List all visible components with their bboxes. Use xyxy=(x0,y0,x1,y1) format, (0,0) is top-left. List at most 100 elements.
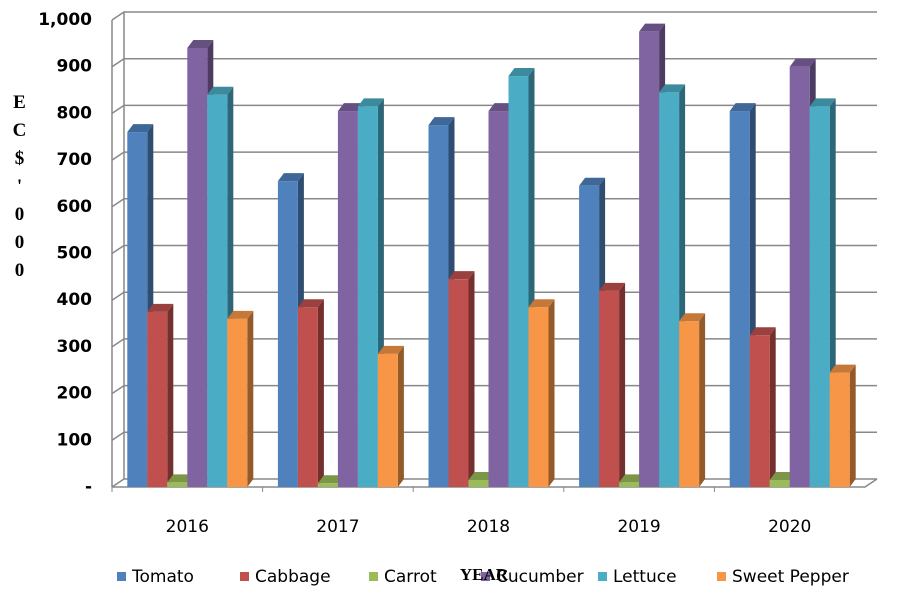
bar-top xyxy=(277,173,304,182)
legend-swatch xyxy=(369,572,378,581)
y-tick-label: 600 xyxy=(57,197,93,217)
bar-top xyxy=(508,68,535,77)
bar xyxy=(599,290,620,487)
bar xyxy=(187,48,208,488)
bar xyxy=(317,483,338,487)
grid-line xyxy=(111,57,877,68)
bar-top xyxy=(147,303,174,312)
bar xyxy=(749,335,770,487)
y-tick-label: 900 xyxy=(57,57,93,77)
bar-top xyxy=(659,84,686,93)
bar xyxy=(528,307,549,487)
y-tick-label: 300 xyxy=(57,337,93,357)
bar-top xyxy=(377,345,404,354)
legend-swatch xyxy=(717,572,726,581)
bar-top xyxy=(488,103,515,112)
y-tick-label: 200 xyxy=(57,384,93,404)
bar xyxy=(488,111,509,487)
bar-top xyxy=(187,40,214,49)
bar xyxy=(508,76,529,487)
bar-top xyxy=(167,474,194,483)
bar xyxy=(428,125,449,487)
bar-top xyxy=(599,282,626,291)
bar xyxy=(619,482,640,487)
legend-swatch xyxy=(240,572,249,581)
bar xyxy=(147,311,168,487)
bar xyxy=(377,353,398,487)
bar xyxy=(337,111,358,487)
bar-side xyxy=(769,327,776,487)
legend-swatch xyxy=(117,572,126,581)
y-tick-label: 400 xyxy=(57,290,93,310)
legend-label: Lettuce xyxy=(613,567,677,587)
bar xyxy=(659,92,680,487)
bar-top xyxy=(789,58,816,67)
legend-swatch xyxy=(481,572,490,581)
legend-label: Cucumber xyxy=(496,567,584,587)
bar-top xyxy=(729,103,756,112)
bar xyxy=(277,181,298,488)
bar-top xyxy=(337,103,364,112)
bar-side xyxy=(317,299,324,487)
y-tick-label: 700 xyxy=(57,150,93,170)
bar-side xyxy=(849,364,856,487)
y-tick-label: 500 xyxy=(57,244,93,264)
bar-side xyxy=(468,271,475,487)
legend-label: Carrot xyxy=(384,567,437,587)
bar xyxy=(227,318,248,487)
bar xyxy=(639,31,660,488)
bar-top xyxy=(207,86,234,95)
bar-top xyxy=(127,124,154,133)
bar-top xyxy=(448,271,475,280)
bar xyxy=(809,106,830,488)
bar-top xyxy=(579,177,606,186)
bar-side xyxy=(619,282,626,487)
legend-label: Tomato xyxy=(131,567,194,587)
bar-top xyxy=(428,117,455,126)
bar xyxy=(579,185,600,487)
y-tick-label: 100 xyxy=(57,430,93,450)
bar-top xyxy=(357,98,384,107)
y-tick-label: 800 xyxy=(57,103,93,123)
bar-top xyxy=(297,299,324,308)
bar xyxy=(679,321,700,487)
bar xyxy=(297,307,318,487)
bar-top xyxy=(679,313,706,322)
bar-top xyxy=(769,471,796,480)
bar xyxy=(829,372,850,487)
bar-top xyxy=(809,98,836,107)
bar xyxy=(167,482,188,487)
legend-swatch xyxy=(598,572,607,581)
bar xyxy=(769,479,790,487)
bar-top xyxy=(317,475,344,484)
y-axis-label: EC$'000 xyxy=(9,92,30,288)
bar xyxy=(207,94,228,487)
x-tick-label: 2018 xyxy=(467,517,510,537)
bar-top xyxy=(639,23,666,32)
bar-side xyxy=(167,303,174,487)
x-tick-label: 2020 xyxy=(768,517,811,537)
bar xyxy=(729,111,750,487)
y-tick-label: - xyxy=(85,477,92,497)
bar-top xyxy=(619,474,646,483)
bar-side xyxy=(397,345,404,487)
bar-top xyxy=(227,310,254,319)
bar xyxy=(468,479,489,487)
x-axis-label: YEAR xyxy=(460,565,509,584)
x-tick-label: 2017 xyxy=(316,517,359,537)
x-tick-label: 2019 xyxy=(617,517,660,537)
bar-top xyxy=(528,299,555,308)
bar-side xyxy=(247,310,254,487)
x-tick-label: 2016 xyxy=(166,517,209,537)
bar-top xyxy=(468,471,495,480)
bar-top xyxy=(749,327,776,336)
bar-top xyxy=(829,364,856,373)
legend-label: Sweet Pepper xyxy=(732,567,849,587)
grid-line xyxy=(111,11,877,21)
bar-side xyxy=(548,299,555,487)
bar xyxy=(448,279,469,487)
y-tick-label: 1,000 xyxy=(38,10,92,30)
bar xyxy=(357,106,378,488)
